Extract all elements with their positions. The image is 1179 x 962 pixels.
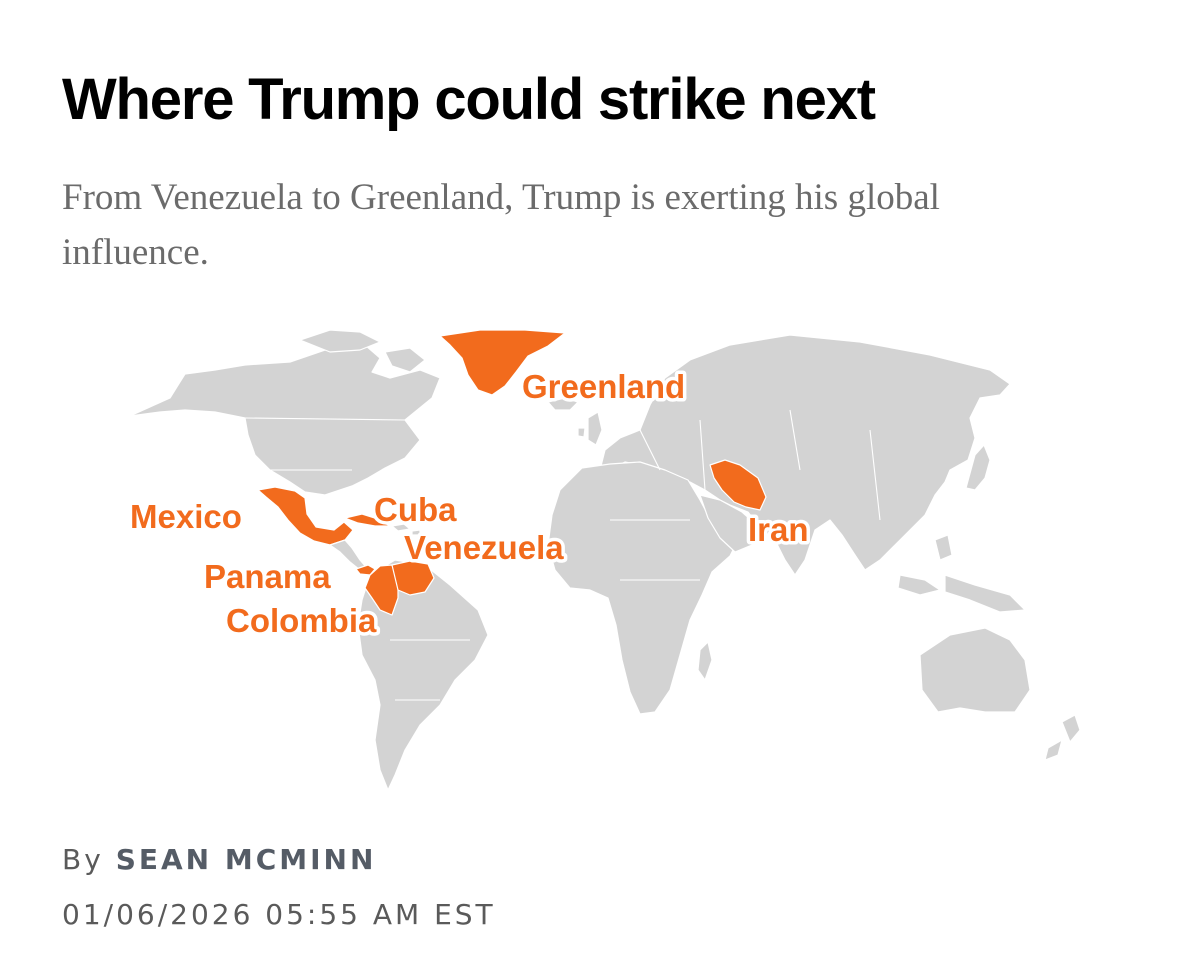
cuba-label: Cuba xyxy=(374,491,457,528)
british-isles xyxy=(577,411,603,446)
madagascar-landmass xyxy=(697,641,713,681)
arabian-peninsula xyxy=(699,494,761,553)
colombia-label: Colombia xyxy=(226,602,377,639)
iran-region xyxy=(709,459,767,511)
caribbean-islands xyxy=(391,523,421,536)
author-link[interactable]: SEAN MCMINN xyxy=(115,843,377,876)
central-america-landmass xyxy=(329,539,367,571)
world-map: Greenland Mexico Cuba Venezuela Panama C… xyxy=(127,329,1081,791)
byline: By SEAN MCMINN xyxy=(62,846,376,874)
mexico-label: Mexico xyxy=(130,498,242,535)
iran-label: Iran xyxy=(748,511,809,548)
colombia-region xyxy=(364,564,399,616)
article-headline: Where Trump could strike next xyxy=(62,67,876,132)
japan-landmass xyxy=(965,444,991,491)
north-america-landmass xyxy=(129,344,441,496)
panama-label: Panama xyxy=(204,558,331,595)
greenland-label: Greenland xyxy=(522,368,685,405)
venezuela-region xyxy=(391,560,435,596)
new-zealand-landmass xyxy=(1044,714,1081,761)
greenland-region xyxy=(439,329,566,396)
australia-landmass xyxy=(919,627,1031,713)
eurasia-landmass xyxy=(599,334,1011,576)
mexico-region xyxy=(257,486,354,546)
south-america-landmass xyxy=(357,559,489,791)
byline-prefix: By xyxy=(62,843,104,876)
venezuela-label: Venezuela xyxy=(404,529,564,566)
publish-timestamp: 01/06/2026 05:55 AM EST xyxy=(62,898,496,931)
iceland-landmass xyxy=(547,397,579,411)
article-dek: From Venezuela to Greenland, Trump is ex… xyxy=(62,177,940,273)
africa-landmass xyxy=(547,461,739,715)
arctic-islands xyxy=(299,329,426,373)
southeast-asia-islands xyxy=(897,534,1026,613)
cuba-region xyxy=(344,513,391,527)
internal-borders xyxy=(244,409,881,701)
